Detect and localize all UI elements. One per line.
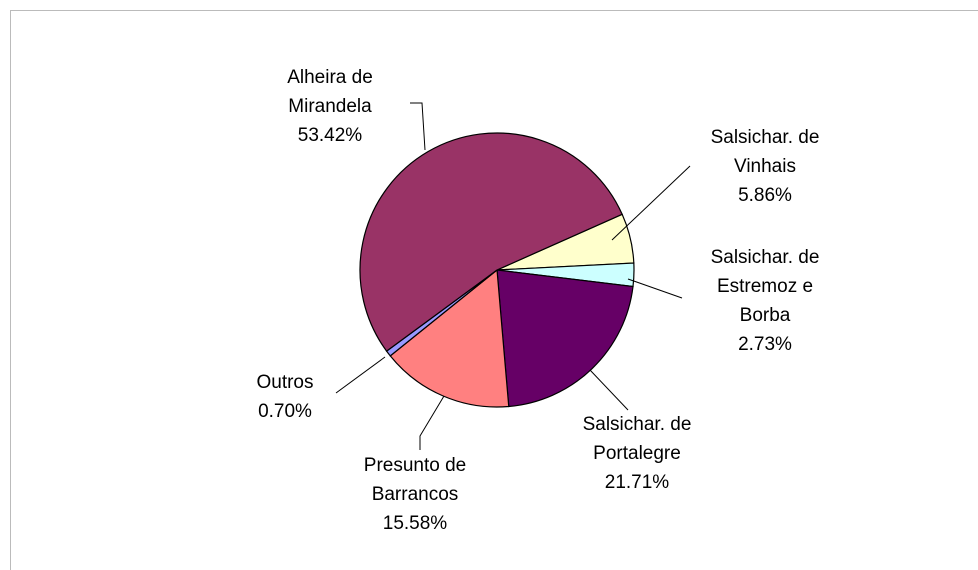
category-label: Salsichar. de Portalegre [582, 414, 692, 464]
slice-label: Alheira de Mirandela 53.42% [265, 63, 395, 150]
slice-label: Salsichar. de Portalegre 21.71% [562, 410, 712, 497]
category-label: Salsichar. de Vinhais [710, 127, 820, 177]
category-label: Salsichar. de Estremoz e Borba [710, 247, 820, 326]
value-label: 5.86% [738, 185, 792, 206]
value-label: 2.73% [738, 334, 792, 355]
slice-label: Salsichar. de Vinhais 5.86% [690, 123, 840, 210]
category-label: Outros [256, 372, 314, 393]
pie-slice [389, 268, 510, 408]
leader-line [419, 395, 445, 450]
value-label: 53.42% [297, 125, 363, 146]
leader-line [627, 278, 683, 299]
slice-label: Outros 0.70% [235, 368, 335, 426]
value-label: 15.58% [382, 513, 448, 534]
slice-label: Salsichar. de Estremoz e Borba 2.73% [695, 243, 835, 359]
value-label: 21.71% [604, 472, 670, 493]
leader-line [335, 356, 386, 394]
pie-slice [359, 132, 623, 352]
value-label: 0.70% [258, 401, 312, 422]
category-label: Alheira de Mirandela [287, 67, 373, 117]
pie-slice [496, 269, 634, 408]
category-label: Presunto de Barrancos [363, 455, 467, 505]
slice-label: Presunto de Barrancos 15.58% [345, 451, 485, 538]
leader-line [589, 369, 629, 411]
leader-line [410, 102, 426, 151]
leader-line [611, 165, 691, 241]
